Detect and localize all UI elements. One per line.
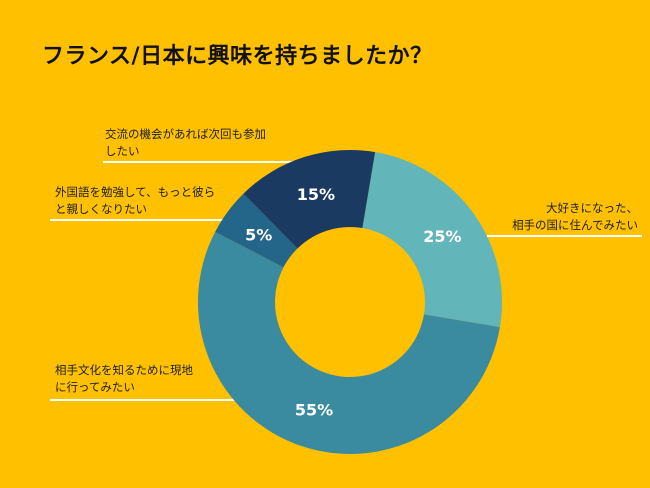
leader-line xyxy=(50,219,225,221)
slice-value-label: 5% xyxy=(245,225,272,244)
legend-label-visit-again: 交流の機会があれば次回も参加 したい xyxy=(105,126,266,160)
slice-value-label: 25% xyxy=(423,227,461,246)
donut-slice xyxy=(198,231,500,454)
leader-line xyxy=(487,235,642,237)
leader-line xyxy=(50,399,235,401)
label-line: と親しくなりたい xyxy=(55,202,147,216)
leader-line xyxy=(103,161,303,163)
legend-label-live-abroad: 大好きになった、 相手の国に住んでみたい xyxy=(512,200,638,234)
slice-value-label: 15% xyxy=(297,185,335,204)
donut-slice xyxy=(362,152,502,328)
legend-label-visit-country: 相手文化を知るために現地 に行ってみたい xyxy=(55,362,193,396)
donut-slice xyxy=(243,150,376,249)
label-line: 交流の機会があれば次回も参加 xyxy=(105,127,266,141)
chart-title: フランス/日本に興味を持ちましたか？ xyxy=(42,44,433,69)
label-line: 大好きになった、 xyxy=(546,201,638,215)
label-line: に行ってみたい xyxy=(55,380,135,394)
donut-slice xyxy=(215,193,298,268)
legend-label-study-language: 外国語を勉強して、もっと彼ら と親しくなりたい xyxy=(55,184,215,218)
label-line: したい xyxy=(105,144,140,158)
label-line: 相手の国に住んでみたい xyxy=(512,218,638,232)
slice-value-label: 55% xyxy=(295,401,333,420)
label-line: 外国語を勉強して、もっと彼ら xyxy=(55,185,216,199)
label-line: 相手文化を知るために現地 xyxy=(55,363,193,377)
